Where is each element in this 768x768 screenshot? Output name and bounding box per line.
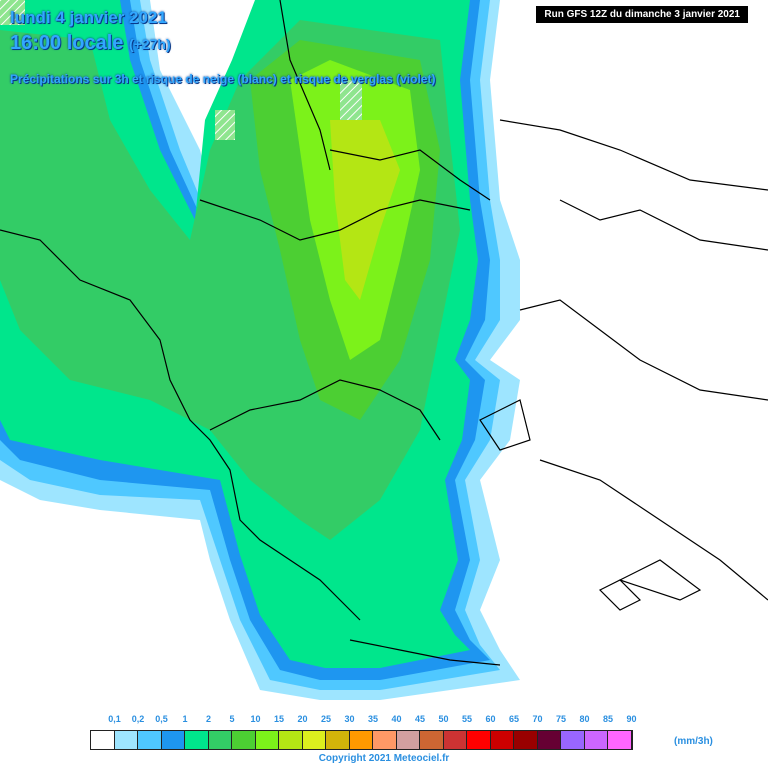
legend-tick-label: 90 bbox=[626, 714, 637, 724]
legend-swatch bbox=[161, 731, 185, 749]
legend-tick-label: 85 bbox=[602, 714, 614, 724]
legend-ticks: 0,1 0,2 0,5 1 2 5 10 15 20 25 30 35 40 45 50 55 60 65 70 75… bbox=[90, 714, 670, 728]
legend-tick-label: 15 bbox=[273, 714, 285, 724]
legend-swatches bbox=[90, 730, 633, 750]
legend-swatch bbox=[279, 731, 303, 749]
legend-tick-label: 0,1 bbox=[108, 714, 121, 724]
legend-swatch bbox=[537, 731, 561, 749]
legend-swatch bbox=[514, 731, 538, 749]
legend-tick-label: 30 bbox=[344, 714, 355, 724]
legend-swatch bbox=[91, 731, 115, 749]
legend-tick-label: 10 bbox=[250, 714, 261, 724]
legend-tick-label: 2 bbox=[205, 714, 212, 724]
legend-swatch bbox=[255, 731, 279, 749]
legend-unit: (mm/3h) bbox=[674, 736, 713, 747]
legend-swatch bbox=[420, 731, 444, 749]
legend-tick-label: 0,2 bbox=[131, 714, 145, 724]
legend-tick-label: 50 bbox=[438, 714, 449, 724]
legend-tick-label: 40 bbox=[391, 714, 402, 724]
legend-swatch bbox=[114, 731, 138, 749]
legend-tick-label: 25 bbox=[320, 714, 332, 724]
legend-tick-label: 45 bbox=[414, 714, 426, 724]
forecast-date: lundi 4 janvier 2021 bbox=[10, 8, 167, 27]
legend-swatch bbox=[373, 731, 397, 749]
legend-tick-label: 20 bbox=[297, 714, 308, 724]
legend-tick-label: 0,5 bbox=[155, 714, 168, 724]
legend-swatch bbox=[396, 731, 420, 749]
legend-swatch bbox=[584, 731, 608, 749]
legend-swatch bbox=[467, 731, 491, 749]
country-borders bbox=[0, 0, 768, 666]
legend-swatch bbox=[138, 731, 162, 749]
legend-swatch bbox=[232, 731, 256, 749]
legend-tick-label: 1 bbox=[182, 714, 188, 724]
forecast-offset: (+27h) bbox=[128, 36, 171, 52]
legend-swatch bbox=[490, 731, 514, 749]
legend-tick-label: 5 bbox=[229, 714, 235, 724]
run-label: Run GFS 12Z du dimanche 3 janvier 2021 bbox=[536, 6, 748, 23]
map-subtitle: Précipitations sur 3h et risque de neige… bbox=[10, 72, 436, 86]
legend-swatch bbox=[185, 731, 209, 749]
snow-risk-patch bbox=[340, 80, 362, 120]
legend-tick-label: 55 bbox=[461, 714, 473, 724]
legend-tick-label: 60 bbox=[485, 714, 496, 724]
legend-swatch bbox=[208, 731, 232, 749]
snow-risk-patch bbox=[0, 0, 25, 25]
legend-swatch bbox=[349, 731, 373, 749]
forecast-time: 16:00 locale (+27h) bbox=[10, 32, 171, 55]
legend-swatch bbox=[443, 731, 467, 749]
legend-swatch bbox=[608, 731, 632, 749]
legend-tick-label: 35 bbox=[367, 714, 379, 724]
legend-tick-label: 70 bbox=[532, 714, 543, 724]
legend-swatch bbox=[561, 731, 585, 749]
copyright: Copyright 2021 Meteociel.fr bbox=[318, 753, 450, 764]
legend-swatch bbox=[326, 731, 350, 749]
legend-swatch bbox=[302, 731, 326, 749]
snow-risk-patch bbox=[215, 110, 235, 140]
legend-tick-label: 80 bbox=[579, 714, 590, 724]
legend-tick-label: 65 bbox=[508, 714, 520, 724]
forecast-time-main: 16:00 locale bbox=[10, 32, 124, 54]
legend-tick-label: 75 bbox=[555, 714, 567, 724]
precip-20-area bbox=[330, 120, 400, 300]
